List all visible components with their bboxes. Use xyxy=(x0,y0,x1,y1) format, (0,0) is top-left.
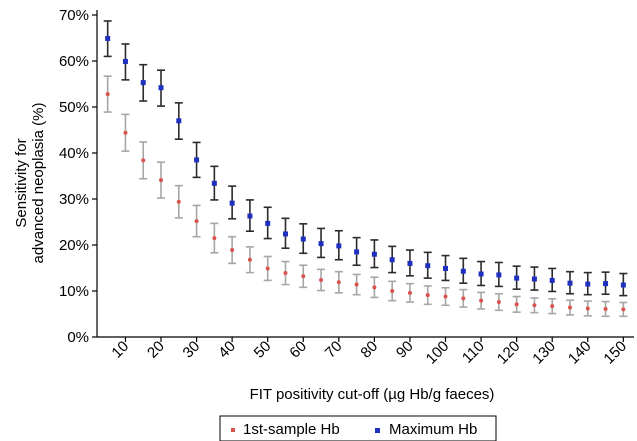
data-point xyxy=(194,157,200,163)
data-point xyxy=(282,231,288,237)
x-tick-label: 50 xyxy=(251,338,275,362)
data-point xyxy=(603,281,609,287)
data-point xyxy=(603,306,608,311)
data-point xyxy=(479,298,484,303)
data-point xyxy=(425,293,430,298)
legend-label-1st-sample: 1st-sample Hb xyxy=(243,421,340,438)
data-point xyxy=(550,304,555,309)
legend: 1st-sample Hb Maximum Hb xyxy=(219,415,497,441)
data-point xyxy=(514,275,520,281)
data-point xyxy=(461,296,466,301)
data-point xyxy=(478,271,484,277)
data-point xyxy=(176,199,181,204)
data-point xyxy=(229,200,235,206)
legend-label-maximum: Maximum Hb xyxy=(389,421,477,438)
x-tick-label: 100 xyxy=(423,338,453,368)
x-tick-label: 30 xyxy=(180,338,204,362)
data-point xyxy=(585,281,591,287)
data-point xyxy=(531,276,537,282)
x-ticks: 10 20 30 40 50 60 70 80 90 100 110 120 130 140 150 xyxy=(108,337,630,368)
x-tick-label: 130 xyxy=(529,338,559,368)
data-point xyxy=(265,220,271,226)
data-point xyxy=(247,257,252,262)
data-point xyxy=(585,306,590,311)
y-tick-label: 70% xyxy=(59,7,89,24)
data-point xyxy=(443,294,448,299)
data-point xyxy=(389,257,395,263)
y-tick-label: 0% xyxy=(67,329,89,346)
data-point xyxy=(300,236,306,242)
data-point xyxy=(247,213,253,219)
data-point xyxy=(318,241,324,247)
x-tick-label: 110 xyxy=(459,338,488,367)
legend-box xyxy=(219,415,497,441)
x-tick-label: 150 xyxy=(600,338,630,368)
legend-marker-1st-sample xyxy=(231,428,235,432)
y-tick-label: 50% xyxy=(59,99,89,116)
data-point xyxy=(230,248,235,253)
y-tick-label: 40% xyxy=(59,145,89,162)
data-point xyxy=(319,277,324,282)
legend-marker-maximum xyxy=(375,428,380,433)
data-point xyxy=(211,180,217,186)
data-point xyxy=(407,290,412,295)
data-point xyxy=(443,265,449,271)
data-point xyxy=(549,277,555,283)
data-point xyxy=(621,307,626,312)
y-tick-label: 30% xyxy=(59,191,89,208)
y-tick-label: 60% xyxy=(59,53,89,70)
data-point xyxy=(514,302,519,307)
data-point xyxy=(141,158,146,163)
y-axis-label-line-2: advanced neoplasia (%) xyxy=(30,103,47,264)
data-point xyxy=(336,243,342,249)
x-tick-label: 140 xyxy=(565,338,595,368)
series-1st-sample xyxy=(103,75,628,318)
data-point xyxy=(140,80,146,86)
data-point xyxy=(159,178,164,183)
data-point xyxy=(212,236,217,241)
x-tick-label: 10 xyxy=(108,338,132,362)
y-axis-label-line-1: Sensitivity for xyxy=(13,138,30,227)
axes xyxy=(96,10,634,338)
data-point xyxy=(301,274,306,279)
data-point xyxy=(105,35,111,41)
data-point xyxy=(460,268,466,274)
data-point xyxy=(407,260,413,266)
data-point xyxy=(354,282,359,287)
data-point xyxy=(567,280,573,286)
data-point xyxy=(390,289,395,293)
x-tick-label: 40 xyxy=(215,338,239,362)
data-point xyxy=(158,85,164,91)
data-point xyxy=(194,219,199,224)
x-tick-label: 120 xyxy=(494,338,524,368)
data-point xyxy=(354,249,360,255)
data-point xyxy=(283,271,288,276)
x-tick-label: 60 xyxy=(286,338,310,362)
y-tick-label: 10% xyxy=(59,283,89,300)
data-point xyxy=(425,263,431,269)
data-point xyxy=(532,303,537,308)
data-point xyxy=(371,251,377,257)
data-point xyxy=(123,130,128,135)
series xyxy=(103,20,628,318)
series-maximum xyxy=(103,20,628,297)
data-point xyxy=(496,300,501,305)
y-tick-label: 20% xyxy=(59,237,89,254)
data-point xyxy=(620,282,626,288)
data-point xyxy=(372,285,377,290)
data-point xyxy=(265,266,270,271)
x-tick-label: 20 xyxy=(144,338,168,362)
data-point xyxy=(122,58,128,64)
x-axis-label: FIT positivity cut-off (µg Hb/g faeces) xyxy=(250,386,495,403)
data-point xyxy=(176,118,182,124)
data-point xyxy=(567,305,572,310)
data-point xyxy=(336,280,341,285)
data-point xyxy=(105,92,110,97)
x-tick-label: 70 xyxy=(322,338,346,362)
x-tick-label: 80 xyxy=(357,338,381,362)
y-ticks: 0% 10% 20% 30% 40% 50% 60% 70% xyxy=(59,7,97,346)
data-point xyxy=(496,272,502,278)
x-tick-label: 90 xyxy=(393,338,417,362)
